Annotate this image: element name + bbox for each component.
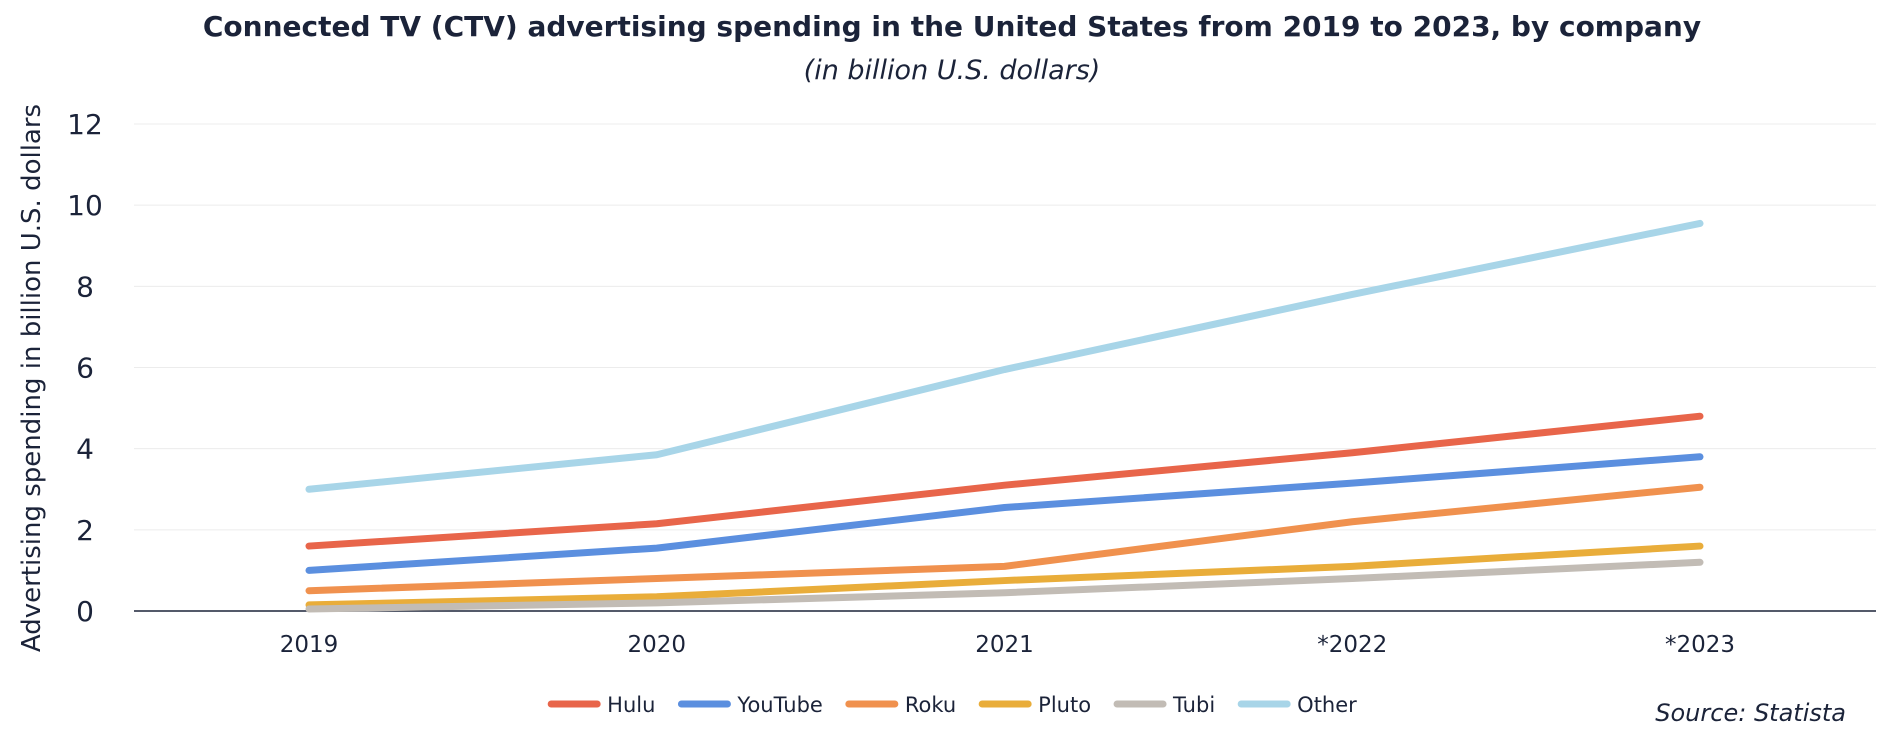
y-tick-label: 0 — [76, 595, 94, 628]
x-tick-label: 2021 — [975, 632, 1034, 658]
series-lines — [305, 219, 1704, 613]
legend-label: YouTube — [736, 693, 822, 717]
y-axis-label: Advertising spending in billion U.S. dol… — [17, 104, 47, 652]
legend-label: Other — [1297, 693, 1357, 717]
x-tick-label: 2020 — [627, 632, 686, 658]
legend-item: Tubi — [1113, 693, 1215, 717]
y-tick-label: 12 — [67, 108, 103, 141]
series-line-pluto — [305, 542, 1704, 609]
x-tick-labels: 2019 2020 2021 *2022 *2023 — [280, 632, 1735, 658]
legend-label: Pluto — [1038, 693, 1091, 717]
legend: Hulu YouTube Roku Pluto Tubi Other — [547, 693, 1357, 717]
legend-item: Hulu — [547, 693, 655, 717]
x-tick-label: *2022 — [1317, 632, 1387, 658]
x-tick-label: 2019 — [280, 632, 339, 658]
legend-item: Pluto — [978, 693, 1091, 717]
source-note: Source: Statista — [1655, 699, 1846, 727]
y-tick-labels: 0 2 4 6 8 10 12 — [67, 108, 103, 628]
x-tick-label: *2023 — [1665, 632, 1735, 658]
series-line-roku — [305, 483, 1704, 595]
y-tick-label: 10 — [67, 189, 103, 222]
chart-subtitle: (in billion U.S. dollars) — [804, 55, 1101, 86]
legend-label: Roku — [905, 693, 956, 717]
y-tick-label: 8 — [76, 270, 94, 303]
legend-label: Tubi — [1172, 693, 1215, 717]
legend-item: Roku — [845, 693, 956, 717]
y-tick-label: 2 — [76, 514, 94, 547]
series-line-hulu — [305, 412, 1704, 550]
y-tick-label: 4 — [76, 433, 94, 466]
legend-item: Other — [1237, 693, 1357, 717]
legend-item: YouTube — [677, 693, 823, 717]
series-line-other — [305, 219, 1704, 493]
series-line-tubi — [305, 558, 1704, 613]
chart-title: Connected TV (CTV) advertising spending … — [203, 10, 1701, 43]
series-line-youtube — [305, 453, 1704, 574]
legend-label: Hulu — [607, 693, 655, 717]
y-tick-label: 6 — [76, 352, 94, 385]
gridlines — [134, 123, 1876, 531]
